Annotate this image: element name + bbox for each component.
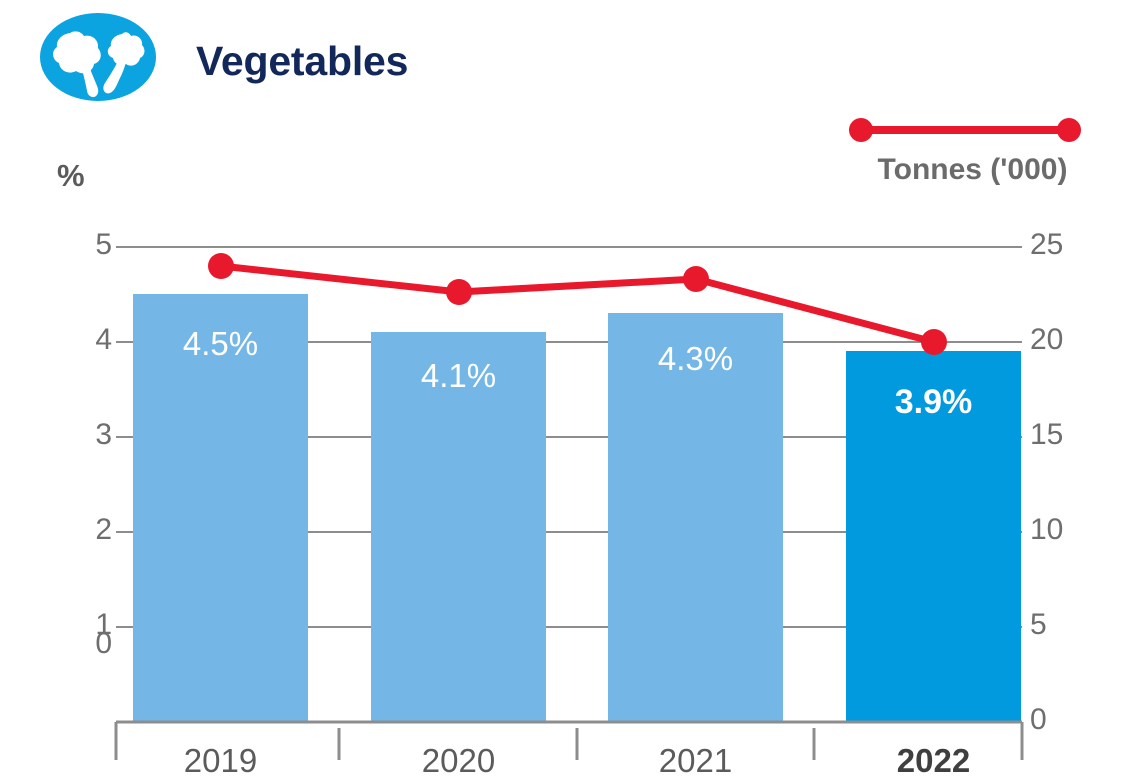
x-axis	[114, 720, 1024, 760]
bar-label-2020: 4.1%	[420, 357, 497, 394]
x-tick-2021: 2021	[658, 742, 733, 779]
right-tick-20: 20	[1030, 323, 1064, 356]
left-tick-4: 4	[95, 323, 112, 356]
bar-label-2021: 4.3%	[657, 340, 734, 377]
right-tick-0: 0	[1030, 703, 1047, 736]
line-point-2019	[208, 253, 234, 279]
line-point-2022	[921, 329, 947, 355]
left-tick-1: 1	[95, 608, 112, 641]
right-tick-25: 25	[1030, 228, 1064, 261]
right-tick-10: 10	[1030, 513, 1064, 546]
left-tick-2: 2	[95, 513, 112, 546]
chart-canvas	[114, 246, 1024, 760]
x-tick-2022: 2022	[896, 742, 971, 779]
left-tick-5: 5	[95, 228, 112, 261]
page-title: Vegetables	[196, 38, 409, 84]
right-tick-5: 5	[1030, 608, 1047, 641]
bar-2019	[133, 294, 308, 722]
legend-label: Tonnes ('000)	[877, 153, 1068, 186]
right-tick-15: 15	[1030, 418, 1064, 451]
bar-2020	[371, 332, 546, 722]
bar-label-2019: 4.5%	[182, 325, 259, 362]
left-tick-3: 3	[95, 418, 112, 451]
left-tick-0: 0	[95, 627, 112, 660]
chart-header: Vegetables	[0, 0, 1140, 110]
bar-2021	[608, 313, 783, 722]
line-series	[208, 253, 947, 355]
vegetables-icon	[38, 13, 158, 101]
line-marker-icon	[849, 118, 1081, 142]
x-tick-2020: 2020	[421, 742, 496, 779]
x-tick-2019: 2019	[183, 742, 258, 779]
bar-label-2022: 3.9%	[894, 383, 973, 421]
bar-2022	[846, 351, 1021, 722]
line-point-2020	[446, 279, 472, 305]
left-axis-title: %	[57, 158, 85, 193]
legend: Tonnes ('000)	[845, 105, 1115, 200]
line-point-2021	[683, 266, 709, 292]
chart-plot: 0 1 2 3 4 5 0 5 10 15 20 25 4.5% 4.1% 4.…	[95, 228, 1064, 779]
bars	[133, 294, 1021, 722]
